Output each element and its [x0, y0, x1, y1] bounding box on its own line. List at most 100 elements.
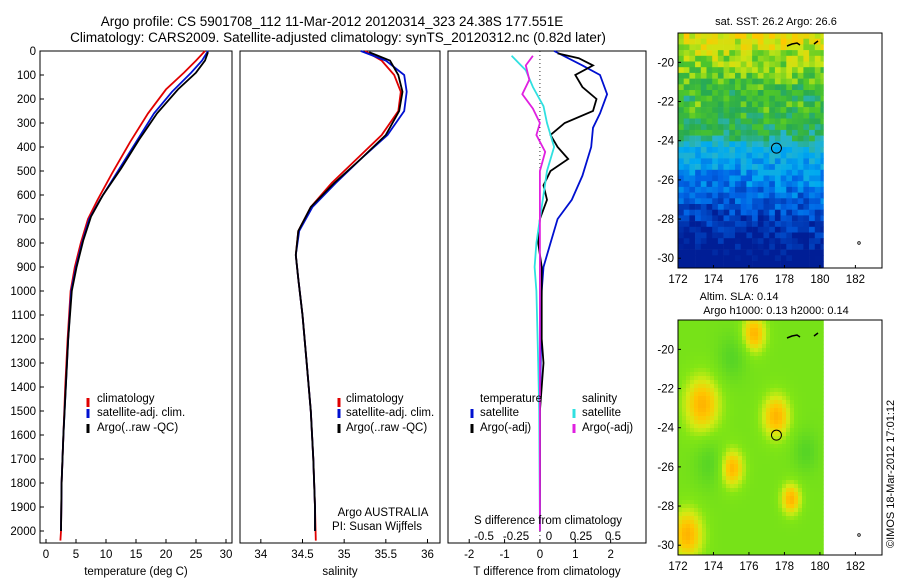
heatmap-cell: [778, 348, 783, 353]
heatmap-cell: [706, 492, 711, 497]
heatmap-cell: [734, 320, 739, 325]
heatmap-cell: [809, 84, 816, 91]
heatmap-cell: [790, 452, 795, 457]
heatmap-cell: [757, 112, 764, 119]
heatmap-cell: [782, 400, 787, 405]
heatmap-cell: [757, 61, 764, 68]
heatmap-cell: [746, 238, 753, 245]
heatmap-cell: [782, 408, 787, 413]
heatmap-cell: [740, 135, 747, 142]
heatmap-cell: [730, 484, 735, 489]
heatmap-cell: [686, 524, 691, 529]
heatmap-cell: [742, 328, 747, 333]
heatmap-cell: [746, 392, 751, 397]
heatmap-cell: [742, 520, 747, 525]
heatmap-cell: [782, 388, 787, 393]
heatmap-cell: [810, 512, 815, 517]
heatmap-cell: [794, 520, 799, 525]
heatmap-cell: [782, 444, 787, 449]
heatmap-cell: [770, 468, 775, 473]
heatmap-cell: [698, 408, 703, 413]
heatmap-cell: [758, 464, 763, 469]
heatmap-cell: [770, 532, 775, 537]
heatmap-cell: [746, 460, 751, 465]
heatmap-cell: [763, 101, 770, 108]
heatmap-cell: [706, 84, 713, 91]
heatmap-cell: [712, 72, 719, 79]
heatmap-cell: [686, 488, 691, 493]
heatmap-cell: [790, 436, 795, 441]
heatmap-cell: [754, 504, 759, 509]
heatmap-cell: [820, 129, 824, 136]
heatmap-cell: [723, 164, 730, 171]
heatmap-cell: [690, 360, 695, 365]
heatmap-cell: [710, 420, 715, 425]
heatmap-cell: [797, 141, 804, 148]
heatmap-cell: [814, 356, 819, 361]
heatmap-cell: [686, 436, 691, 441]
heatmap-cell: [794, 352, 799, 357]
heatmap-cell: [695, 112, 702, 119]
heatmap-cell: [803, 107, 810, 114]
heatmap-cell: [754, 392, 759, 397]
heatmap-cell: [682, 452, 687, 457]
heatmap-cell: [717, 90, 724, 96]
heatmap-cell: [690, 484, 695, 489]
heatmap-cell: [769, 84, 776, 91]
heatmap-cell: [718, 528, 723, 533]
heatmap-cell: [782, 352, 787, 357]
heatmap-cell: [750, 536, 755, 541]
heatmap-cell: [757, 67, 764, 74]
heatmap-cell: [780, 67, 787, 74]
heatmap-cell: [706, 528, 711, 533]
heatmap-cell: [683, 141, 690, 148]
heatmap-cell: [712, 215, 719, 222]
heatmap-cell: [763, 90, 770, 96]
heatmap-cell: [778, 460, 783, 465]
heatmap-cell: [730, 372, 735, 377]
heatmap-cell: [690, 336, 695, 341]
heatmap-cell: [734, 408, 739, 413]
heatmap-cell: [718, 468, 723, 473]
heatmap-cell: [762, 416, 767, 421]
heatmap-cell: [726, 392, 731, 397]
heatmap-cell: [803, 50, 810, 57]
heatmap-cell: [698, 412, 703, 417]
legend-title-temperature: temperature: [480, 393, 542, 405]
heatmap-cell: [729, 124, 736, 131]
heatmap-cell: [822, 504, 824, 509]
heatmap-cell: [806, 456, 811, 461]
heatmap-cell: [814, 141, 821, 148]
heatmap-cell: [678, 528, 683, 533]
heatmap-cell: [714, 372, 719, 377]
heatmap-cell: [710, 532, 715, 537]
heatmap-cell: [678, 412, 683, 417]
heatmap-cell: [678, 90, 684, 96]
heatmap-cell: [790, 456, 795, 461]
heatmap-cell: [683, 261, 690, 267]
heatmap-cell: [718, 388, 723, 393]
heatmap-cell: [769, 255, 776, 262]
heatmap-cell: [698, 484, 703, 489]
heatmap-cell: [694, 448, 699, 453]
heatmap-cell: [702, 368, 707, 373]
heatmap-cell: [698, 364, 703, 369]
heatmap-cell: [786, 175, 793, 182]
heatmap-cell: [792, 129, 798, 136]
x-tick-label: 30: [220, 549, 233, 561]
heatmap-cell: [738, 496, 743, 501]
heatmap-cell: [742, 428, 747, 433]
heatmap-cell: [758, 344, 763, 349]
heatmap-cell: [723, 67, 730, 74]
heatmap-cell: [797, 164, 804, 171]
heatmap-cell: [814, 352, 819, 357]
heatmap-cell: [718, 492, 723, 497]
lat-tick-label: -20: [657, 57, 674, 69]
heatmap-cell: [686, 424, 691, 429]
heatmap-cell: [798, 492, 803, 497]
heatmap-cell: [786, 158, 793, 165]
heatmap-cell: [683, 135, 690, 142]
heatmap-cell: [750, 512, 755, 517]
heatmap-cell: [798, 420, 803, 425]
heatmap-cell: [718, 532, 723, 537]
